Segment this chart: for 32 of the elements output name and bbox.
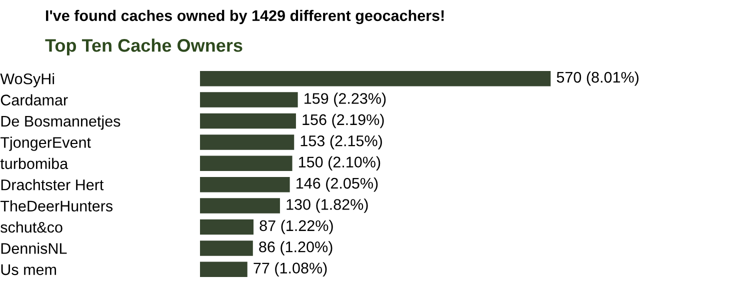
chart-subtitle: Top Ten Cache Owners [45,38,242,56]
data-label: 146 (2.05%) [296,177,378,192]
data-label: 150 (2.10%) [298,156,380,171]
data-label: 570 (8.01%) [556,71,638,86]
bar [200,219,254,235]
data-label: 153 (2.15%) [300,135,382,150]
bar [200,134,294,150]
y-tick-label: schut&co [0,221,62,233]
bar [200,92,298,108]
y-tick-label: DennisNL [1,242,67,254]
y-tick-label: turbomiba [0,158,68,170]
y-tick-label: De Bosmannetjes [1,115,120,130]
y-tick-label: TheDeerHunters [0,200,113,212]
data-label: 87 (1.22%) [260,220,333,234]
data-label: 86 (1.20%) [259,241,332,256]
y-tick-label: Us mem [1,264,56,276]
y-tick-label: TjongerEvent [0,136,91,151]
bar [200,240,253,256]
data-label: 156 (2.19%) [302,114,384,128]
bar [200,198,280,214]
y-tick-label: Drachtster Hert [1,179,104,190]
data-label: 77 (1.08%) [254,262,327,277]
bar [200,113,296,129]
bar [200,70,551,86]
data-label: 130 (1.82%) [286,198,368,213]
y-tick-label: Cardamar [0,94,68,106]
data-label: 159 (2.23%) [304,92,386,107]
bar [200,176,290,192]
y-tick-label: WoSyHi [0,73,54,88]
chart-title: I've found caches owned by 1429 different geocachers! [46,10,444,24]
bar [200,156,292,172]
bar [200,262,248,278]
